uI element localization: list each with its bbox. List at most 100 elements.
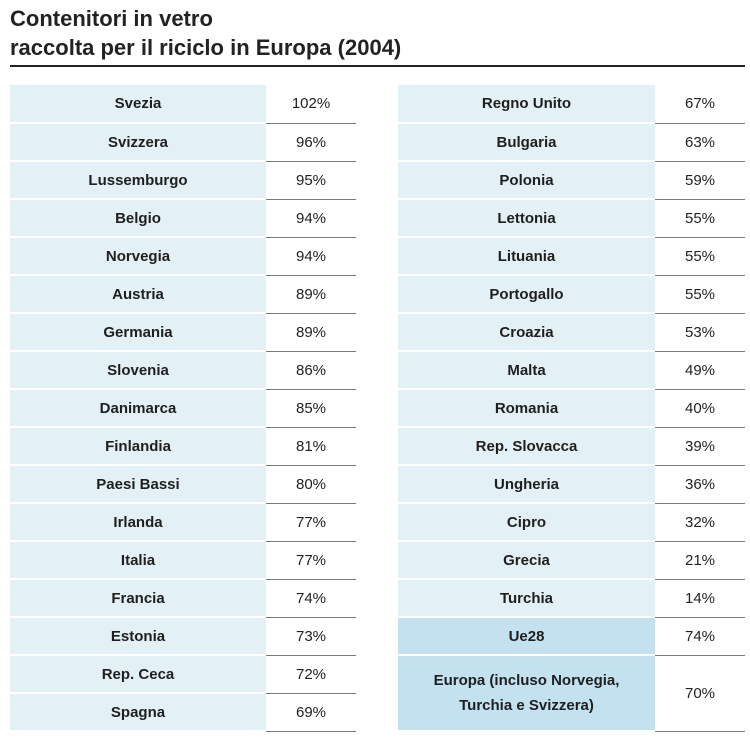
table-row: Austria 89% [10, 275, 356, 314]
country-name-cell: Lituania [398, 237, 655, 276]
percentage-cell: 102% [266, 85, 356, 124]
table-row: Lettonia 55% [398, 199, 745, 238]
country-name-cell: Italia [10, 541, 266, 580]
country-name-cell: Romania [398, 389, 655, 428]
country-name-cell: Rep. Ceca [10, 655, 266, 694]
table-row: Ungheria 36% [398, 465, 745, 504]
percentage-cell: 53% [655, 313, 745, 352]
percentage-cell: 55% [655, 199, 745, 238]
right-table: Regno Unito 67% Bulgaria 63% Polonia 59% Letto… [398, 85, 745, 732]
table-row: Svezia 102% [10, 85, 356, 124]
country-name-cell: Slovenia [10, 351, 266, 390]
percentage-cell: 95% [266, 161, 356, 200]
percentage-cell: 77% [266, 503, 356, 542]
country-name-cell: Lettonia [398, 199, 655, 238]
table-row: Turchia 14% [398, 579, 745, 618]
table-row: Irlanda 77% [10, 503, 356, 542]
percentage-cell: 94% [266, 199, 356, 238]
percentage-cell: 49% [655, 351, 745, 390]
table-row: Grecia 21% [398, 541, 745, 580]
percentage-cell: 67% [655, 85, 745, 124]
table-row: Estonia 73% [10, 617, 356, 656]
country-name-cell: Portogallo [398, 275, 655, 314]
country-name-cell: Svizzera [10, 123, 266, 162]
country-name-cell: Svezia [10, 85, 266, 124]
table-row: Bulgaria 63% [398, 123, 745, 162]
table-row: Germania 89% [10, 313, 356, 352]
percentage-cell: 89% [266, 275, 356, 314]
country-name-cell: Ungheria [398, 465, 655, 504]
table-row: Norvegia 94% [10, 237, 356, 276]
table-row: Belgio 94% [10, 199, 356, 238]
percentage-cell: 80% [266, 465, 356, 504]
percentage-cell: 81% [266, 427, 356, 466]
percentage-cell: 39% [655, 427, 745, 466]
percentage-cell: 21% [655, 541, 745, 580]
table-row: Svizzera 96% [10, 123, 356, 162]
country-name-cell: Austria [10, 275, 266, 314]
title-divider [10, 65, 745, 67]
table-row: Rep. Slovacca 39% [398, 427, 745, 466]
percentage-cell: 55% [655, 237, 745, 276]
table-row: Romania 40% [398, 389, 745, 428]
table-row: Ue28 74% [398, 617, 745, 656]
percentage-cell: 70% [655, 655, 745, 732]
percentage-cell: 74% [655, 617, 745, 656]
country-name-cell: Malta [398, 351, 655, 390]
title-line-2: raccolta per il riciclo in Europa (2004) [10, 35, 402, 60]
table-row: Danimarca 85% [10, 389, 356, 428]
country-name-cell: Bulgaria [398, 123, 655, 162]
percentage-cell: 77% [266, 541, 356, 580]
percentage-cell: 40% [655, 389, 745, 428]
table-row: Cipro 32% [398, 503, 745, 542]
country-name-cell: Danimarca [10, 389, 266, 428]
percentage-cell: 32% [655, 503, 745, 542]
percentage-cell: 72% [266, 655, 356, 694]
country-name-cell: Croazia [398, 313, 655, 352]
table-row: Europa (incluso Norvegia, Turchia e Svizz… [398, 655, 745, 732]
table-row: Polonia 59% [398, 161, 745, 200]
country-name-line-1: Europa (incluso Norvegia, [433, 672, 620, 689]
percentage-cell: 55% [655, 275, 745, 314]
table-row: Rep. Ceca 72% [10, 655, 356, 694]
table-row: Regno Unito 67% [398, 85, 745, 124]
country-name-cell: Estonia [10, 617, 266, 656]
percentage-cell: 85% [266, 389, 356, 428]
table-row: Finlandia 81% [10, 427, 356, 466]
percentage-cell: 96% [266, 123, 356, 162]
table-row: Slovenia 86% [10, 351, 356, 390]
table-row: Paesi Bassi 80% [10, 465, 356, 504]
country-name-cell: Turchia [398, 579, 655, 618]
country-name-cell: Rep. Slovacca [398, 427, 655, 466]
table-row: Lituania 55% [398, 237, 745, 276]
country-name-cell: Regno Unito [398, 85, 655, 124]
country-name-cell: Polonia [398, 161, 655, 200]
country-name-cell: Cipro [398, 503, 655, 542]
country-name-cell: Spagna [10, 693, 266, 732]
country-name-cell: Europa (incluso Norvegia, Turchia e Svizz… [398, 655, 655, 732]
percentage-cell: 89% [266, 313, 356, 352]
country-name-cell: Norvegia [10, 237, 266, 276]
percentage-cell: 36% [655, 465, 745, 504]
percentage-cell: 73% [266, 617, 356, 656]
percentage-cell: 69% [266, 693, 356, 732]
table-row: Lussemburgo 95% [10, 161, 356, 200]
country-name-cell: Belgio [10, 199, 266, 238]
table-row: Francia 74% [10, 579, 356, 618]
percentage-cell: 63% [655, 123, 745, 162]
country-name-cell: Irlanda [10, 503, 266, 542]
country-name-cell: Ue28 [398, 617, 655, 656]
table-row: Portogallo 55% [398, 275, 745, 314]
left-table: Svezia 102% Svizzera 96% Lussemburgo 95% Belgi… [10, 85, 356, 732]
title-line-1: Contenitori in vetro [10, 6, 213, 31]
country-name-cell: Germania [10, 313, 266, 352]
table-row: Italia 77% [10, 541, 356, 580]
country-name-cell: Paesi Bassi [10, 465, 266, 504]
table-row: Croazia 53% [398, 313, 745, 352]
percentage-cell: 74% [266, 579, 356, 618]
chart-title: Contenitori in vetro raccolta per il ric… [10, 4, 750, 62]
country-name-cell: Finlandia [10, 427, 266, 466]
percentage-cell: 59% [655, 161, 745, 200]
table-row: Spagna 69% [10, 693, 356, 732]
percentage-cell: 94% [266, 237, 356, 276]
